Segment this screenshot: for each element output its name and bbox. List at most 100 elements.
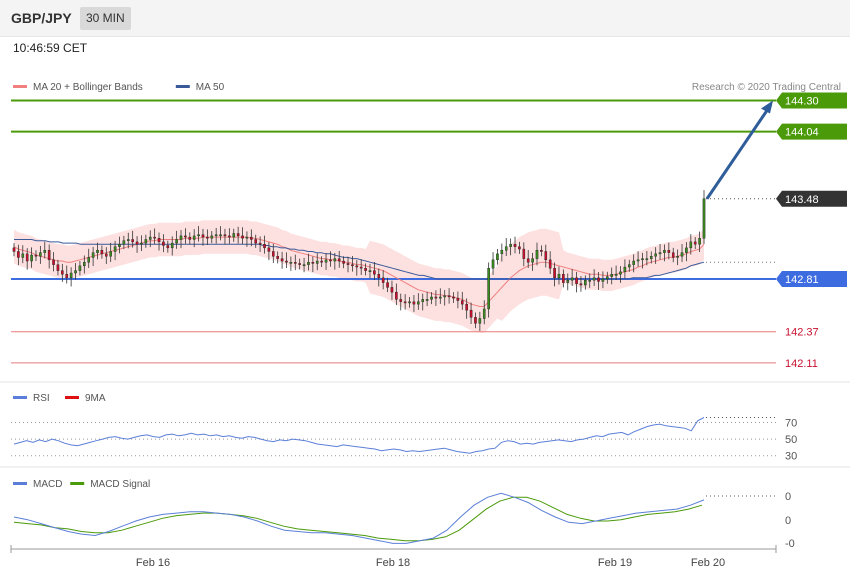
ma20-line <box>13 236 705 307</box>
candle-up <box>698 238 701 245</box>
candle-up <box>69 272 73 279</box>
level-flag-144.04 <box>776 123 847 140</box>
candle-down <box>381 277 385 283</box>
rsi-legend-swatch <box>13 396 27 399</box>
level-label-144.30: 144.30 <box>785 96 819 108</box>
rsi-panel: RSI 9MA 70 50 30 <box>11 393 797 463</box>
candle-up <box>232 233 236 238</box>
candle-down <box>390 287 394 293</box>
candle-down <box>359 266 363 269</box>
candle-up <box>302 264 306 267</box>
candle-down <box>513 244 517 247</box>
candle-up <box>368 270 372 273</box>
candle-up <box>170 242 174 249</box>
candle-down <box>17 251 20 258</box>
candle-down <box>131 239 134 243</box>
candle-down <box>342 260 345 264</box>
candle-down <box>693 241 697 245</box>
macd-legend-swatch <box>70 482 85 485</box>
candle-down <box>412 301 416 305</box>
candle-up <box>680 252 684 257</box>
header-bar: GBP/JPY 30 MIN <box>0 0 850 37</box>
rsi-tick-label: 30 <box>785 451 797 463</box>
candle-up <box>606 276 609 280</box>
candle-down <box>351 264 354 267</box>
legend-label: MA 50 <box>196 82 225 93</box>
x-tick-label: Feb 16 <box>136 557 170 569</box>
x-tick-label: Feb 18 <box>376 557 410 569</box>
legend-label: MA 20 + Bollinger Bands <box>33 82 143 93</box>
candle-down <box>276 256 279 259</box>
candle-down <box>104 253 108 257</box>
candle-down <box>61 270 64 275</box>
candle-up <box>83 262 86 267</box>
candle-up <box>535 250 539 259</box>
macd-legend-label: MACD Signal <box>90 479 150 490</box>
candle-down <box>34 254 38 257</box>
candle-up <box>645 258 649 261</box>
candle-down <box>100 250 104 255</box>
candle-up <box>197 234 200 237</box>
candle-down <box>597 277 600 282</box>
candle-down <box>223 234 227 237</box>
candle-down <box>285 260 288 263</box>
candle-down <box>456 297 460 301</box>
candle-down <box>271 251 275 257</box>
candle-up <box>641 258 644 261</box>
candle-up <box>78 265 82 271</box>
candle-up <box>148 236 152 240</box>
candle-up <box>689 241 693 249</box>
candle-down <box>434 296 438 299</box>
candle-down <box>12 247 16 252</box>
candle-up <box>179 235 183 240</box>
candle-down <box>671 252 675 258</box>
macd-panel: MACD MACD Signal 0 0 -0 <box>13 479 795 550</box>
projection-arrow-shaft <box>705 103 773 200</box>
candle-down <box>65 274 69 279</box>
rsi-legend-label: 9MA <box>85 393 106 404</box>
candle-up <box>87 257 91 263</box>
candle-up <box>245 236 249 239</box>
level-flag-142.81 <box>776 271 847 287</box>
level-label-143.48: 143.48 <box>785 194 819 206</box>
level-label-142.81: 142.81 <box>785 274 819 286</box>
interval-button[interactable]: 30 MIN <box>80 7 131 30</box>
candle-up <box>592 277 596 281</box>
candle-down <box>254 239 258 244</box>
candle-down <box>579 283 583 286</box>
symbol-label: GBP/JPY <box>11 10 72 26</box>
candle-up <box>140 242 143 245</box>
candle-up <box>39 252 42 257</box>
candle-up <box>685 247 688 253</box>
candle-up <box>491 259 495 269</box>
candle-up <box>219 234 222 237</box>
candle-up <box>487 268 490 310</box>
candle-up <box>623 266 627 273</box>
time-label: 10:46:59 CET <box>13 41 88 55</box>
candle-down <box>337 258 341 262</box>
candle-down <box>399 299 403 302</box>
candle-down <box>667 250 671 253</box>
candle-down <box>320 260 323 263</box>
candle-up <box>584 279 587 286</box>
candle-down <box>544 251 548 261</box>
candle-up <box>654 253 657 257</box>
main-price-panel: MA 20 + Bollinger Bands MA 50 Research © 2… <box>0 82 850 468</box>
candle-down <box>364 268 367 271</box>
credit-label: Research © 2020 Trading Central <box>692 82 841 93</box>
candle-down <box>56 264 60 271</box>
candle-down <box>184 235 187 238</box>
candle-up <box>43 250 47 253</box>
candle-up <box>570 277 574 281</box>
macd-signal-line <box>13 496 703 542</box>
candle-up <box>30 254 33 262</box>
candle-up <box>663 250 666 253</box>
candle-up <box>417 301 420 305</box>
candle-up <box>500 250 504 255</box>
candle-up <box>324 259 328 263</box>
candle-up <box>214 234 218 237</box>
candle-down <box>377 274 381 279</box>
candle-down <box>201 234 205 238</box>
candle-up <box>443 295 447 298</box>
